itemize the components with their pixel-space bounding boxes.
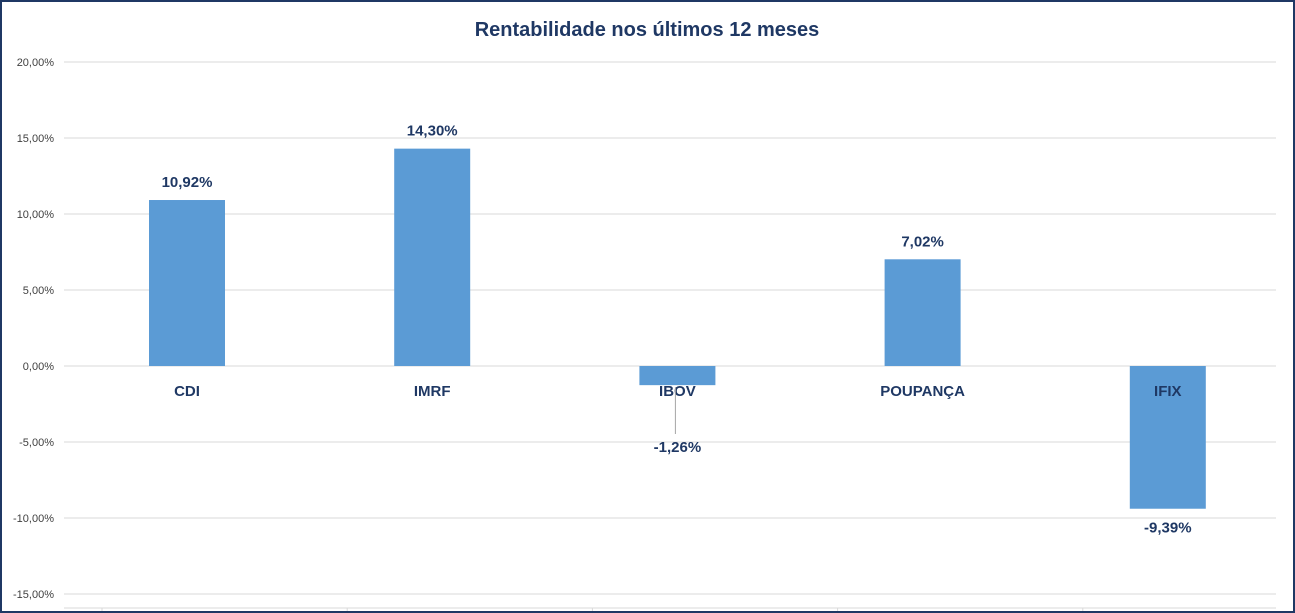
category-label: IFIX	[1154, 383, 1182, 400]
bar	[1129, 366, 1206, 509]
data-label: -9,39%	[1144, 520, 1192, 537]
y-tick-label: 15,00%	[17, 133, 55, 145]
data-label: 7,02%	[901, 233, 944, 250]
y-tick-label: 5,00%	[23, 285, 54, 297]
y-tick-label: 10,00%	[17, 209, 55, 221]
data-label: -1,26%	[654, 439, 702, 456]
y-tick-label: -15,00%	[13, 589, 54, 601]
data-labels: 10,92% 14,30% -1,26% 7,02% -9,39%	[162, 123, 1192, 537]
y-tick-label: -10,00%	[13, 513, 54, 525]
bars	[149, 148, 1206, 509]
category-label: POUPANÇA	[880, 383, 965, 400]
data-label: 10,92%	[162, 174, 213, 191]
chart-title: Rentabilidade nos últimos 12 meses	[475, 19, 820, 41]
category-label: CDI	[174, 383, 200, 400]
bar	[394, 148, 471, 366]
category-labels: CDI IMRF IBOV POUPANÇA IFIX	[174, 383, 1181, 400]
y-axis-tick-labels: 20,00% 15,00% 10,00% 5,00% 0,00% -5,00% -10,00…	[13, 57, 54, 601]
data-label: 14,30%	[407, 123, 458, 140]
category-label: IMRF	[414, 383, 451, 400]
y-tick-label: 0,00%	[23, 361, 54, 373]
category-label: IBOV	[659, 383, 696, 400]
y-tick-label: 20,00%	[17, 57, 55, 69]
bar	[884, 259, 961, 366]
x-axis	[64, 607, 1276, 611]
gridlines	[64, 61, 1276, 595]
bar	[639, 366, 716, 386]
bar	[149, 200, 225, 366]
y-tick-label: -5,00%	[19, 437, 54, 449]
